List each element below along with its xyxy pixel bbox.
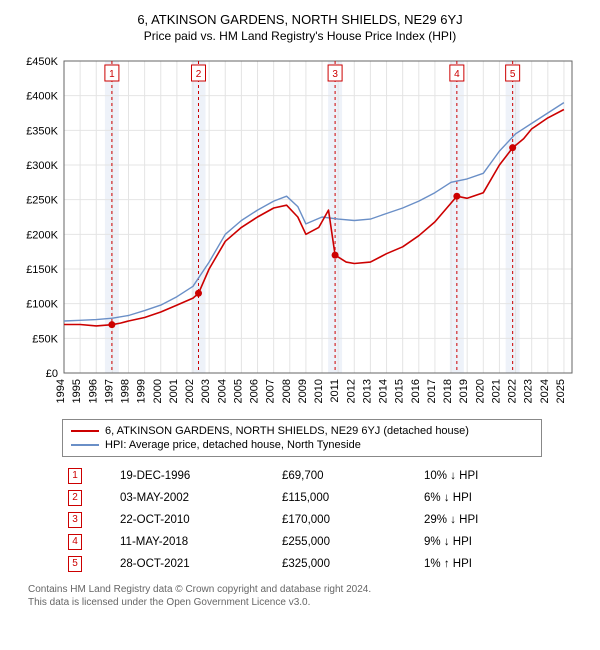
sale-marker-1: 1 [105, 65, 119, 81]
x-tick-label: 2007 [265, 379, 277, 403]
legend-swatch [71, 430, 99, 432]
legend-label: 6, ATKINSON GARDENS, NORTH SHIELDS, NE29… [105, 425, 469, 437]
svg-text:1: 1 [109, 69, 115, 80]
x-tick-label: 2014 [378, 379, 390, 403]
y-tick-label: £300K [26, 160, 58, 172]
tx-marker-4: 4 [68, 534, 82, 550]
x-tick-label: 2022 [507, 379, 519, 403]
x-tick-label: 2016 [410, 379, 422, 403]
x-tick-label: 2020 [474, 379, 486, 403]
sale-marker-4: 4 [450, 65, 464, 81]
tx-delta: 10% ↓ HPI [418, 465, 542, 487]
sale-marker-5: 5 [506, 65, 520, 81]
x-tick-label: 2015 [394, 379, 406, 403]
legend-swatch [71, 444, 99, 446]
x-tick-label: 2023 [523, 379, 535, 403]
page-title: 6, ATKINSON GARDENS, NORTH SHIELDS, NE29… [14, 12, 586, 27]
tx-price: £69,700 [276, 465, 418, 487]
x-tick-label: 1994 [55, 379, 67, 403]
tx-date: 28-OCT-2021 [114, 553, 276, 575]
legend-item: 6, ATKINSON GARDENS, NORTH SHIELDS, NE29… [71, 424, 533, 438]
x-tick-label: 1999 [136, 379, 148, 403]
price-chart: £0 £50K £100K £150K £200K £250K £300K £350K £400… [14, 53, 586, 413]
tx-delta: 29% ↓ HPI [418, 509, 542, 531]
x-tick-label: 2000 [152, 379, 164, 403]
table-row: 5 28-OCT-2021£325,0001% ↑ HPI [62, 553, 542, 575]
y-tick-label: £100K [26, 299, 58, 311]
legend: 6, ATKINSON GARDENS, NORTH SHIELDS, NE29… [62, 419, 542, 457]
y-tick-label: £400K [26, 91, 58, 103]
x-tick-label: 2024 [539, 379, 551, 403]
tx-price: £170,000 [276, 509, 418, 531]
series-property [64, 110, 564, 326]
x-tick-label: 2013 [361, 379, 373, 403]
tx-delta: 1% ↑ HPI [418, 553, 542, 575]
footer-attribution: Contains HM Land Registry data © Crown c… [28, 583, 586, 609]
tx-delta: 9% ↓ HPI [418, 531, 542, 553]
chart-svg: £0 £50K £100K £150K £200K £250K £300K £350K £400… [14, 53, 586, 413]
x-tick-label: 2010 [313, 379, 325, 403]
transactions-table: 1 19-DEC-1996£69,70010% ↓ HPI 2 03-MAY-2002… [62, 465, 542, 575]
svg-text:2: 2 [196, 69, 202, 80]
y-tick-label: £450K [26, 56, 58, 68]
tx-date: 22-OCT-2010 [114, 509, 276, 531]
y-tick-label: £150K [26, 264, 58, 276]
x-tick-label: 1995 [71, 379, 83, 403]
series-hpi [64, 103, 564, 321]
x-tick-label: 2006 [249, 379, 261, 403]
tx-date: 19-DEC-1996 [114, 465, 276, 487]
tx-marker-2: 2 [68, 490, 82, 506]
x-tick-label: 2021 [490, 379, 502, 403]
x-tick-label: 1998 [120, 379, 132, 403]
svg-text:3: 3 [332, 69, 338, 80]
x-tick-label: 1997 [103, 379, 115, 403]
x-tick-label: 2004 [216, 379, 228, 403]
x-tick-label: 2018 [442, 379, 454, 403]
footer-line1: Contains HM Land Registry data © Crown c… [28, 583, 586, 596]
legend-item: HPI: Average price, detached house, Nort… [71, 438, 533, 452]
x-tick-label: 2012 [345, 379, 357, 403]
y-tick-label: £200K [26, 229, 58, 241]
footer-line2: This data is licensed under the Open Gov… [28, 596, 586, 609]
tx-marker-3: 3 [68, 512, 82, 528]
table-row: 2 03-MAY-2002£115,0006% ↓ HPI [62, 487, 542, 509]
svg-text:5: 5 [510, 69, 516, 80]
table-row: 3 22-OCT-2010£170,00029% ↓ HPI [62, 509, 542, 531]
x-tick-label: 2009 [297, 379, 309, 403]
x-tick-label: 2002 [184, 379, 196, 403]
svg-text:4: 4 [454, 69, 460, 80]
page-subtitle: Price paid vs. HM Land Registry's House … [14, 29, 586, 43]
x-tick-label: 2005 [232, 379, 244, 403]
tx-price: £115,000 [276, 487, 418, 509]
tx-price: £325,000 [276, 553, 418, 575]
table-row: 4 11-MAY-2018£255,0009% ↓ HPI [62, 531, 542, 553]
sale-marker-3: 3 [328, 65, 342, 81]
y-tick-label: £350K [26, 125, 58, 137]
x-tick-label: 2019 [458, 379, 470, 403]
y-tick-label: £250K [26, 195, 58, 207]
tx-date: 11-MAY-2018 [114, 531, 276, 553]
x-tick-label: 2025 [555, 379, 567, 403]
x-tick-label: 2011 [329, 379, 341, 403]
x-tick-label: 2008 [281, 379, 293, 403]
y-tick-label: £50K [32, 333, 58, 345]
tx-date: 03-MAY-2002 [114, 487, 276, 509]
x-tick-label: 2017 [426, 379, 438, 403]
table-row: 1 19-DEC-1996£69,70010% ↓ HPI [62, 465, 542, 487]
y-tick-label: £0 [46, 368, 58, 380]
sale-marker-2: 2 [191, 65, 205, 81]
legend-label: HPI: Average price, detached house, Nort… [105, 439, 361, 451]
x-tick-label: 1996 [87, 379, 99, 403]
tx-delta: 6% ↓ HPI [418, 487, 542, 509]
tx-marker-5: 5 [68, 556, 82, 572]
x-tick-label: 2003 [200, 379, 212, 403]
tx-price: £255,000 [276, 531, 418, 553]
x-tick-label: 2001 [168, 379, 180, 403]
tx-marker-1: 1 [68, 468, 82, 484]
